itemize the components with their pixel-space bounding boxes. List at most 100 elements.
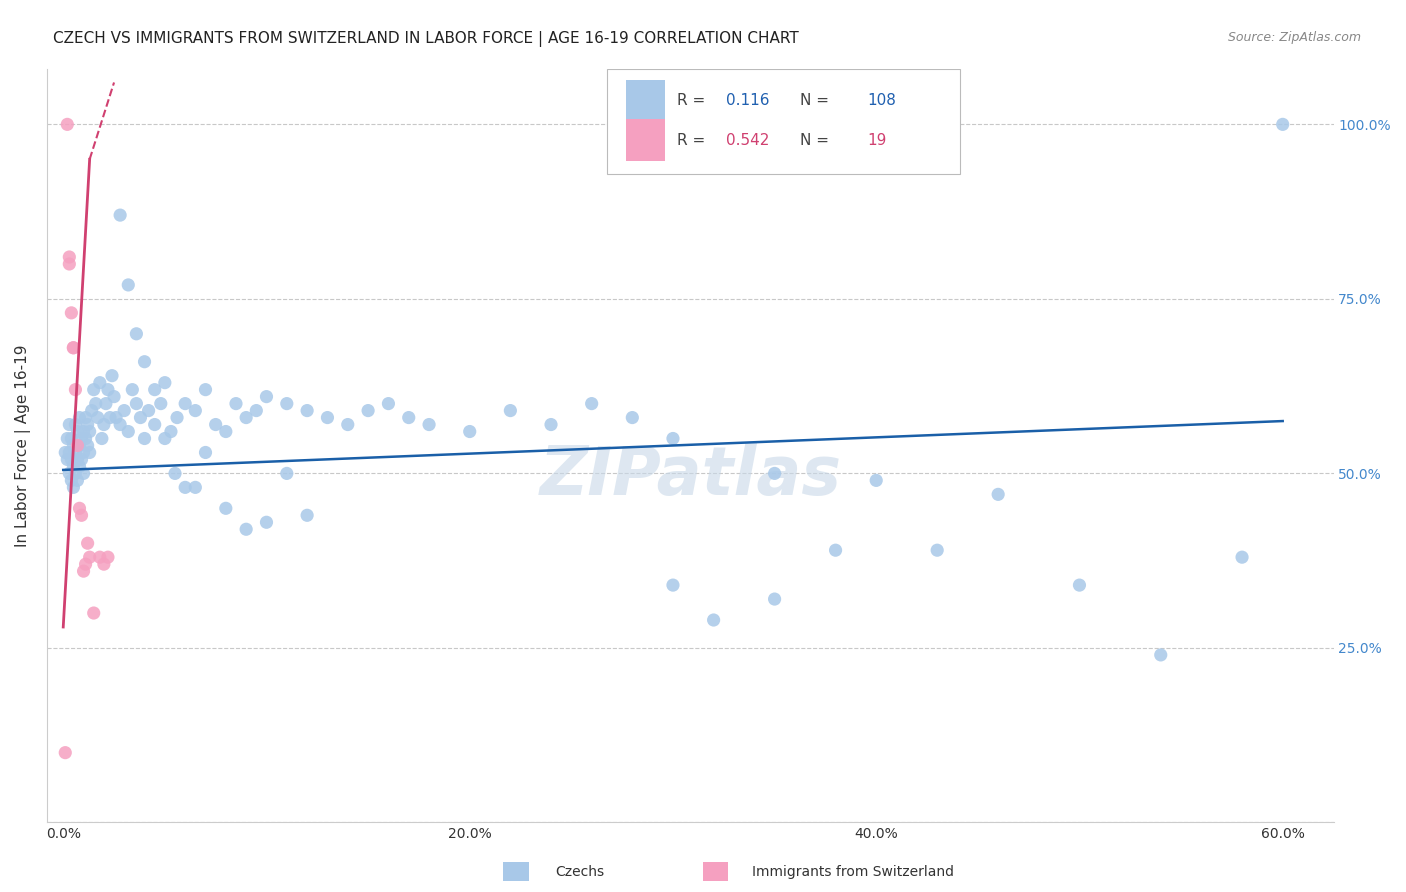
Point xyxy=(357,403,380,417)
Point xyxy=(105,410,128,425)
Point xyxy=(72,425,94,439)
Point xyxy=(256,390,278,404)
Point xyxy=(65,417,87,432)
Point xyxy=(256,516,278,530)
Point xyxy=(112,403,135,417)
Point xyxy=(75,410,97,425)
Point xyxy=(87,410,110,425)
Point xyxy=(76,536,98,550)
FancyBboxPatch shape xyxy=(626,80,665,121)
Point xyxy=(138,403,160,417)
Point xyxy=(79,445,101,459)
Point xyxy=(66,452,89,467)
Point xyxy=(276,396,298,410)
Point xyxy=(60,474,83,488)
Point xyxy=(184,480,207,494)
Point xyxy=(66,425,89,439)
Point xyxy=(72,467,94,481)
Point xyxy=(540,417,562,432)
Point xyxy=(117,277,139,292)
Point xyxy=(53,445,76,459)
Point xyxy=(662,432,685,446)
Point xyxy=(129,410,152,425)
Point xyxy=(58,250,80,264)
Point xyxy=(621,410,644,425)
Point xyxy=(65,383,87,397)
Point xyxy=(418,417,440,432)
Point xyxy=(377,396,399,410)
Point xyxy=(66,438,89,452)
Point xyxy=(97,383,120,397)
Point xyxy=(69,438,91,452)
Point xyxy=(215,501,238,516)
Point xyxy=(163,467,186,481)
Point xyxy=(76,417,98,432)
Point xyxy=(101,368,124,383)
Point xyxy=(89,376,111,390)
Point xyxy=(121,383,143,397)
Point xyxy=(987,487,1010,501)
Point xyxy=(824,543,846,558)
Text: 108: 108 xyxy=(868,94,897,109)
Point xyxy=(215,425,238,439)
FancyBboxPatch shape xyxy=(626,120,665,161)
Point xyxy=(295,508,318,523)
Point xyxy=(69,501,91,516)
Point xyxy=(763,467,786,481)
Point xyxy=(60,306,83,320)
Point xyxy=(80,403,103,417)
Point xyxy=(153,376,176,390)
Point xyxy=(763,592,786,607)
Point xyxy=(56,432,79,446)
Point xyxy=(108,417,131,432)
Point xyxy=(84,396,107,410)
Text: R =: R = xyxy=(678,133,710,148)
Point xyxy=(69,410,91,425)
Point xyxy=(499,403,522,417)
Text: ZIPatlas: ZIPatlas xyxy=(540,442,841,508)
Point xyxy=(97,550,120,565)
Point xyxy=(166,410,188,425)
Y-axis label: In Labor Force | Age 16-19: In Labor Force | Age 16-19 xyxy=(15,344,31,547)
Point xyxy=(72,564,94,578)
Text: Czechs: Czechs xyxy=(555,865,605,880)
Point xyxy=(70,432,93,446)
Point xyxy=(174,396,197,410)
Point xyxy=(1230,550,1253,565)
Point xyxy=(194,383,217,397)
Point xyxy=(65,467,87,481)
Point xyxy=(83,383,105,397)
Point xyxy=(56,117,79,131)
Point xyxy=(75,432,97,446)
Point xyxy=(83,606,105,620)
Point xyxy=(90,432,112,446)
Point xyxy=(62,341,84,355)
Point xyxy=(108,208,131,222)
Point xyxy=(865,474,887,488)
Text: 0.542: 0.542 xyxy=(727,133,769,148)
Text: 0.116: 0.116 xyxy=(727,94,769,109)
Point xyxy=(60,452,83,467)
Point xyxy=(149,396,172,410)
Point xyxy=(70,508,93,523)
Point xyxy=(1069,578,1091,592)
Point xyxy=(134,432,156,446)
Point xyxy=(316,410,339,425)
Point xyxy=(75,557,97,571)
FancyBboxPatch shape xyxy=(606,69,960,174)
Point xyxy=(76,438,98,452)
Point xyxy=(79,550,101,565)
Point xyxy=(72,445,94,459)
Point xyxy=(58,417,80,432)
Point xyxy=(184,403,207,417)
Point xyxy=(160,425,183,439)
Point xyxy=(58,467,80,481)
Point xyxy=(245,403,267,417)
Point xyxy=(458,425,481,439)
Point xyxy=(62,480,84,494)
Point xyxy=(125,396,148,410)
Point xyxy=(53,746,76,760)
Point xyxy=(225,396,247,410)
Point xyxy=(143,417,166,432)
Point xyxy=(62,341,84,355)
